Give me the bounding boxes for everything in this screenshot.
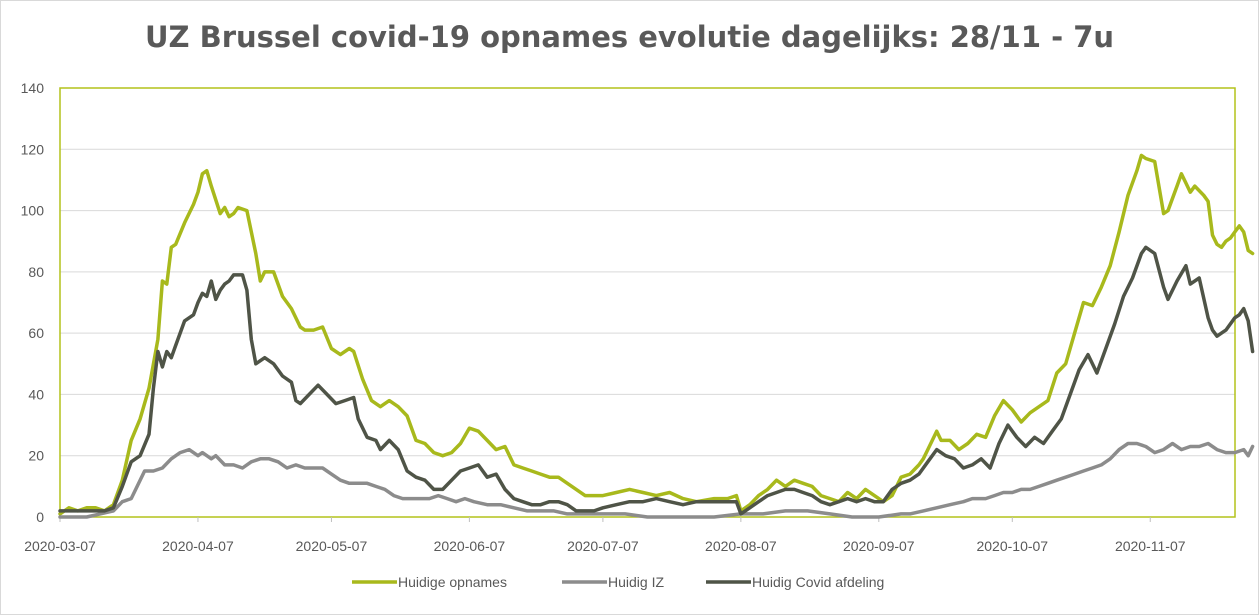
legend-label: Huidig IZ [608,574,664,590]
x-tick-label: 2020-07-07 [567,538,639,554]
legend: Huidige opnames Huidig IZ Huidig Covid afd… [352,574,884,590]
gridlines [60,148,1235,457]
x-tick-label: 2020-11-07 [1115,538,1186,554]
x-axis: 2020-03-07 2020-04-07 2020-05-07 2020-06-07… [24,517,1186,554]
y-tick-label: 0 [36,509,44,525]
chart-title: UZ Brussel covid-19 opnames evolutie dag… [144,20,1115,54]
series-line-3 [58,245,1255,516]
x-tick-label: 2020-04-07 [162,538,234,554]
y-tick-label: 40 [28,386,44,402]
y-tick-label: 80 [28,264,44,280]
y-tick-label: 100 [21,203,45,219]
y-tick-label: 20 [28,448,44,464]
x-tick-label: 2020-09-07 [843,538,915,554]
x-tick-label: 2020-05-07 [296,538,368,554]
legend-label: Huidig Covid afdeling [752,574,884,590]
y-axis: 0 20 40 60 80 100 120 140 [21,80,45,525]
x-tick-label: 2020-10-07 [976,538,1048,554]
x-tick-label: 2020-03-07 [24,538,96,554]
x-tick-label: 2020-06-07 [434,538,506,554]
y-tick-label: 60 [28,325,44,341]
series-line-1 [58,153,1255,516]
series-lines [58,153,1255,519]
plot-area [59,87,1236,518]
series-line-2 [58,441,1255,519]
y-tick-label: 120 [21,141,45,157]
y-tick-label: 140 [21,80,45,96]
x-tick-label: 2020-08-07 [705,538,777,554]
legend-label: Huidige opnames [398,574,507,590]
